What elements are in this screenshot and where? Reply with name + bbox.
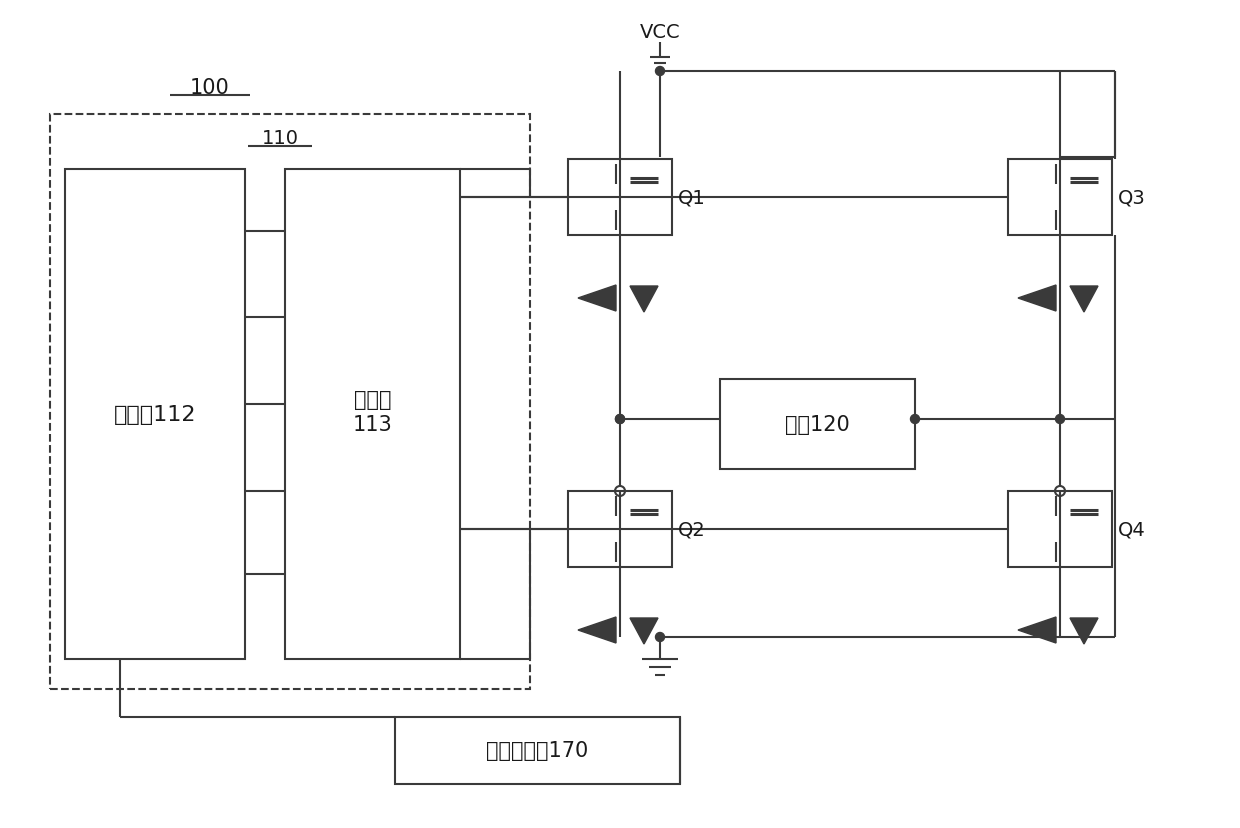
Text: 100: 100 bbox=[190, 78, 229, 98]
Bar bbox=[285, 170, 460, 659]
Circle shape bbox=[656, 67, 665, 76]
Circle shape bbox=[910, 415, 920, 424]
Polygon shape bbox=[578, 286, 616, 311]
Circle shape bbox=[1055, 415, 1064, 424]
Bar bbox=[50, 115, 529, 689]
Text: 驱动器: 驱动器 bbox=[353, 389, 392, 410]
Text: Q1: Q1 bbox=[678, 188, 706, 207]
Polygon shape bbox=[630, 619, 658, 644]
Text: 位置传感器170: 位置传感器170 bbox=[486, 740, 589, 761]
Polygon shape bbox=[1018, 617, 1056, 643]
Text: 110: 110 bbox=[262, 128, 299, 147]
Text: Q4: Q4 bbox=[1118, 520, 1146, 539]
Bar bbox=[1008, 491, 1112, 567]
Bar bbox=[720, 379, 915, 469]
Bar bbox=[568, 491, 672, 567]
Circle shape bbox=[615, 415, 625, 424]
Circle shape bbox=[656, 633, 665, 642]
Bar bbox=[1008, 160, 1112, 236]
Bar bbox=[396, 717, 680, 784]
Polygon shape bbox=[578, 617, 616, 643]
Text: 处理器112: 处理器112 bbox=[114, 405, 196, 425]
Polygon shape bbox=[1070, 619, 1097, 644]
Text: 电机120: 电机120 bbox=[785, 415, 849, 435]
Text: Q2: Q2 bbox=[678, 520, 706, 539]
Text: 113: 113 bbox=[352, 415, 392, 435]
Polygon shape bbox=[630, 286, 658, 313]
Polygon shape bbox=[1018, 286, 1056, 311]
Circle shape bbox=[615, 415, 625, 424]
Polygon shape bbox=[1070, 286, 1097, 313]
Bar bbox=[64, 170, 246, 659]
Text: VCC: VCC bbox=[640, 22, 681, 41]
Bar bbox=[568, 160, 672, 236]
Text: Q3: Q3 bbox=[1118, 188, 1146, 207]
